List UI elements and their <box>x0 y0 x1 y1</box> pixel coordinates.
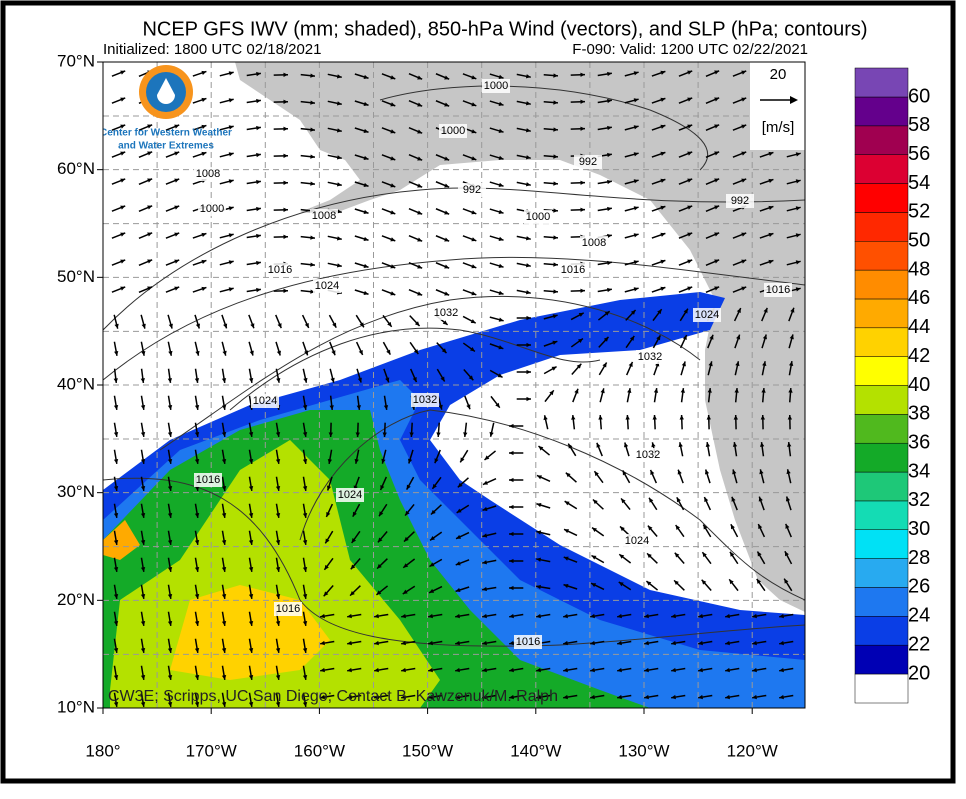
colorbar-label: 54 <box>908 172 930 194</box>
contour-label: 1024 <box>253 395 277 407</box>
colorbar-box <box>855 674 908 703</box>
contour-label: 1016 <box>196 474 220 486</box>
contour-label: 1008 <box>582 237 606 249</box>
colorbar-label: 48 <box>908 258 930 280</box>
colorbar-box <box>855 616 908 645</box>
contour-label: 1016 <box>276 603 300 615</box>
colorbar-box <box>855 386 908 415</box>
colorbar-label: 50 <box>908 230 930 252</box>
contour-label: 1032 <box>413 394 437 406</box>
lat-label: 70°N <box>57 51 95 70</box>
colorbar-label: 30 <box>908 518 930 540</box>
colorbar-box <box>855 472 908 501</box>
colorbar-label: 36 <box>908 431 930 453</box>
contour-label: 1024 <box>338 489 362 501</box>
contour-label: 1016 <box>766 284 790 296</box>
lon-label: 130°W <box>618 741 669 760</box>
contour-label: 1032 <box>638 351 662 363</box>
ref-unit: [m/s] <box>762 119 795 136</box>
colorbar-box <box>855 184 908 213</box>
init-time: Initialized: 1800 UTC 02/18/2021 <box>103 41 321 58</box>
lat-label: 60°N <box>57 159 95 178</box>
colorbar-box <box>855 530 908 559</box>
colorbar-box <box>855 645 908 674</box>
colorbar-box <box>855 270 908 299</box>
contour-label: 1000 <box>200 203 224 215</box>
colorbar-box <box>855 559 908 588</box>
logo-text: Center for Western Weather <box>100 128 232 139</box>
contour-label: 1024 <box>315 280 339 292</box>
colorbar-label: 24 <box>908 605 930 627</box>
colorbar-box <box>855 328 908 357</box>
colorbar-label: 38 <box>908 403 930 425</box>
contour-label: 992 <box>463 184 481 196</box>
contour-label: 1016 <box>516 636 540 648</box>
colorbar-label: 42 <box>908 345 930 367</box>
lat-label: 50°N <box>57 267 95 286</box>
colorbar-box <box>855 299 908 328</box>
colorbar-box <box>855 587 908 616</box>
contour-label: 1032 <box>434 307 458 319</box>
map: 1000 1000 992 1008 992 992 1000 1008 1000 1008 101… <box>100 62 805 708</box>
colorbar-label: 26 <box>908 576 930 598</box>
lat-label: 20°N <box>57 590 95 609</box>
colorbar-box <box>855 414 908 443</box>
colorbar-box <box>855 68 908 97</box>
contour-label: 1008 <box>312 210 336 222</box>
lon-label: 150°W <box>402 741 453 760</box>
contour-label: 1000 <box>526 211 550 223</box>
colorbar: 20 22 24 26 28 30 32 34 36 38 40 42 44 46 48 50 52 54 56 58… <box>855 68 930 703</box>
lon-label: 120°W <box>727 741 778 760</box>
lon-label: 170°W <box>186 741 237 760</box>
contour-label: 992 <box>579 156 597 168</box>
contour-label: 1016 <box>268 264 292 276</box>
colorbar-box <box>855 443 908 472</box>
ref-speed: 20 <box>770 66 787 83</box>
contour-label: 1024 <box>695 309 719 321</box>
colorbar-box <box>855 212 908 241</box>
colorbar-label: 56 <box>908 143 930 165</box>
colorbar-label: 60 <box>908 85 930 107</box>
credit: CW3E; Scripps, UC San Diego; Contact B. … <box>108 688 558 705</box>
lon-label: 160°W <box>294 741 345 760</box>
colorbar-box <box>855 97 908 126</box>
lat-label: 30°N <box>57 482 95 501</box>
colorbar-box <box>855 155 908 184</box>
colorbar-label: 44 <box>908 316 930 338</box>
contour-label: 992 <box>731 195 749 207</box>
colorbar-label: 22 <box>908 633 930 655</box>
colorbar-label: 46 <box>908 287 930 309</box>
lat-label: 40°N <box>57 374 95 393</box>
contour-label: 1016 <box>561 264 585 276</box>
colorbar-box <box>855 501 908 530</box>
contour-label: 1000 <box>484 80 508 92</box>
contour-label: 1032 <box>636 449 660 461</box>
title: NCEP GFS IWV (mm; shaded), 850-hPa Wind … <box>142 18 867 40</box>
colorbar-box <box>855 357 908 386</box>
contour-label: 1024 <box>625 535 649 547</box>
colorbar-label: 28 <box>908 547 930 569</box>
colorbar-label: 32 <box>908 489 930 511</box>
colorbar-box <box>855 126 908 155</box>
contour-label: 1000 <box>441 125 465 137</box>
logo-text: and Water Extremes <box>118 141 214 152</box>
colorbar-label: 34 <box>908 460 930 482</box>
colorbar-label: 20 <box>908 662 930 684</box>
valid-time: F-090: Valid: 1200 UTC 02/22/2021 <box>572 41 808 58</box>
colorbar-box <box>855 241 908 270</box>
lon-label: 180° <box>85 741 120 760</box>
contour-label: 1008 <box>196 168 220 180</box>
colorbar-label: 52 <box>908 201 930 223</box>
lon-label: 140°W <box>510 741 561 760</box>
colorbar-label: 58 <box>908 114 930 136</box>
colorbar-label: 40 <box>908 374 930 396</box>
lat-label: 10°N <box>57 697 95 716</box>
